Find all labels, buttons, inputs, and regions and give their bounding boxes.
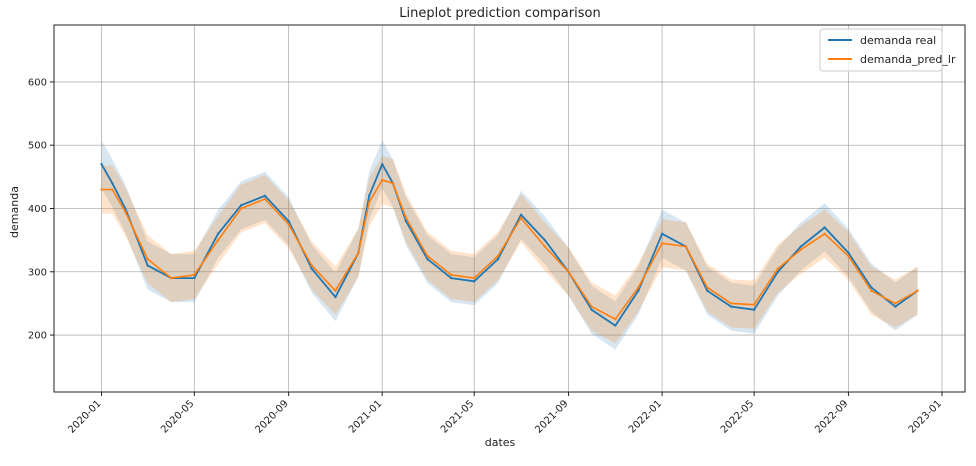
- data-point-demanda-pred-lr: [216, 238, 220, 242]
- data-point-demanda-real: [847, 251, 850, 254]
- data-point-demanda-pred-lr: [310, 264, 313, 267]
- x-axis-label: dates: [485, 436, 516, 449]
- data-point-demanda-real: [894, 305, 897, 308]
- data-point-demanda-pred-lr: [614, 318, 617, 321]
- data-point-demanda-real: [637, 289, 640, 292]
- data-point-demanda-pred-lr: [916, 289, 919, 292]
- grid-layer: [54, 25, 965, 392]
- data-point-demanda-pred-lr: [473, 276, 476, 280]
- data-point-demanda-pred-lr: [111, 188, 114, 191]
- data-point-demanda-real: [660, 232, 664, 236]
- y-tick-label: 200: [28, 331, 47, 342]
- data-point-demanda-pred-lr: [799, 248, 803, 251]
- data-point-demanda-pred-lr: [543, 245, 546, 248]
- data-point-demanda-real: [543, 238, 546, 242]
- data-layer: [100, 140, 919, 350]
- data-point-demanda-real: [799, 245, 803, 248]
- data-point-demanda-pred-lr: [847, 254, 850, 258]
- data-point-demanda-pred-lr: [870, 289, 873, 292]
- y-tick-label: 300: [28, 267, 47, 278]
- data-point-demanda-real: [334, 295, 337, 299]
- data-point-demanda-real: [381, 163, 384, 166]
- data-point-demanda-pred-lr: [146, 257, 149, 261]
- data-point-demanda-pred-lr: [752, 303, 756, 306]
- data-point-demanda-real: [450, 276, 453, 280]
- data-point-demanda-pred-lr: [823, 232, 826, 236]
- data-point-demanda-pred-lr: [334, 289, 337, 292]
- data-point-demanda-real: [239, 204, 243, 207]
- data-point-demanda-pred-lr: [660, 242, 664, 245]
- legend-label-demanda-real: demanda real: [860, 34, 936, 47]
- data-point-demanda-pred-lr: [124, 210, 127, 213]
- legend-label-demanda-pred-lr: demanda_pred_lr: [860, 53, 956, 66]
- data-point-demanda-real: [287, 219, 290, 223]
- data-point-demanda-pred-lr: [894, 302, 897, 305]
- data-point-demanda-real: [310, 267, 313, 270]
- data-point-demanda-pred-lr: [100, 188, 103, 191]
- data-point-demanda-real: [100, 163, 103, 166]
- data-point-demanda-real: [263, 194, 267, 198]
- data-point-demanda-pred-lr: [287, 223, 290, 226]
- data-point-demanda-real: [870, 286, 873, 289]
- data-point-demanda-pred-lr: [496, 254, 500, 258]
- data-point-demanda-real: [776, 270, 780, 273]
- y-tick-label: 600: [28, 77, 47, 88]
- data-point-demanda-pred-lr: [776, 267, 780, 270]
- data-point-demanda-real: [590, 308, 593, 311]
- data-point-demanda-pred-lr: [567, 270, 570, 273]
- series-band-demanda-pred-lr: [101, 156, 918, 344]
- data-point-demanda-real: [706, 289, 709, 292]
- data-point-demanda-real: [823, 226, 826, 229]
- data-point-demanda-real: [473, 280, 476, 283]
- y-tick-label: 400: [28, 204, 47, 215]
- y-tick-label: 500: [28, 141, 47, 152]
- data-point-demanda-pred-lr: [367, 200, 371, 204]
- data-point-demanda-pred-lr: [684, 245, 688, 248]
- data-point-demanda-pred-lr: [193, 273, 196, 277]
- data-point-demanda-real: [124, 207, 127, 210]
- data-point-demanda-real: [111, 181, 114, 185]
- data-point-demanda-real: [729, 305, 733, 308]
- data-point-demanda-pred-lr: [450, 273, 453, 277]
- data-point-demanda-real: [519, 213, 523, 217]
- data-point-demanda-real: [146, 264, 149, 267]
- data-point-demanda-pred-lr: [239, 207, 243, 210]
- data-point-demanda-pred-lr: [357, 251, 360, 254]
- data-point-demanda-pred-lr: [590, 305, 593, 308]
- data-point-demanda-real: [367, 194, 371, 198]
- data-point-demanda-pred-lr: [637, 286, 640, 289]
- legend: demanda real demanda_pred_lr: [819, 28, 956, 72]
- data-point-demanda-pred-lr: [381, 178, 384, 182]
- series-band-demanda-real: [101, 140, 918, 350]
- y-axis-label: demanda: [8, 186, 21, 238]
- data-point-demanda-real: [752, 308, 756, 311]
- chart-title: Lineplot prediction comparison: [399, 6, 600, 21]
- data-point-demanda-pred-lr: [170, 276, 173, 280]
- data-point-demanda-pred-lr: [391, 181, 395, 185]
- data-point-demanda-pred-lr: [426, 254, 429, 258]
- data-point-demanda-pred-lr: [729, 302, 733, 305]
- data-point-demanda-real: [216, 232, 220, 236]
- data-point-demanda-real: [496, 257, 500, 261]
- data-point-demanda-pred-lr: [706, 286, 709, 289]
- data-point-demanda-pred-lr: [519, 216, 523, 220]
- data-point-demanda-real: [614, 324, 617, 327]
- data-point-demanda-real: [193, 276, 196, 280]
- data-point-demanda-pred-lr: [404, 216, 408, 220]
- data-point-demanda-real: [426, 257, 429, 261]
- data-point-demanda-pred-lr: [263, 197, 267, 201]
